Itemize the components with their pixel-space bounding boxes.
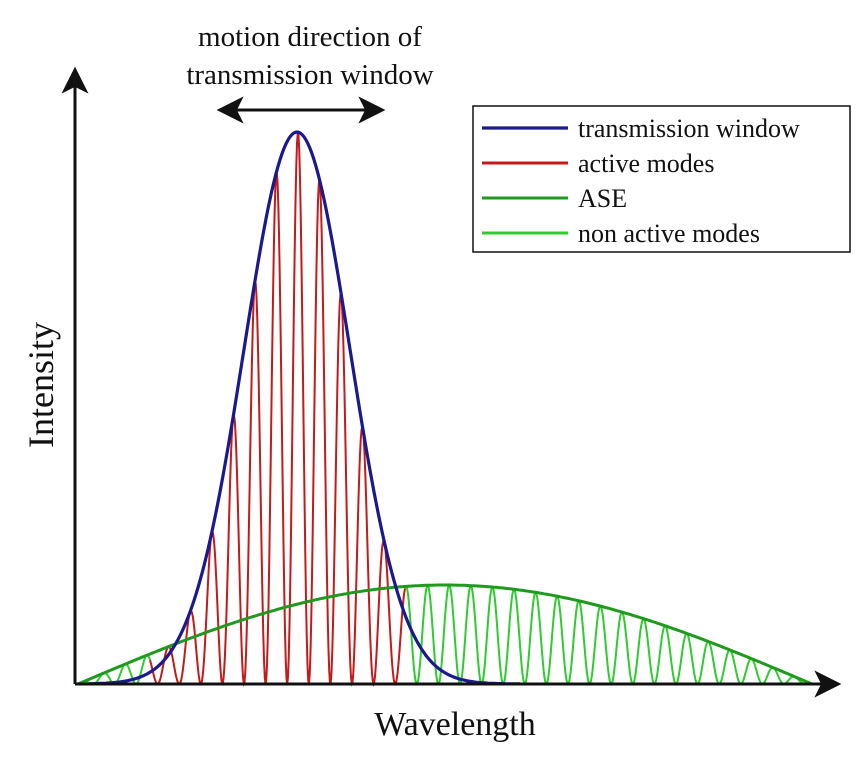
ase-curve: [77, 583, 813, 686]
legend-label-3: non active modes: [578, 219, 760, 248]
x-axis-label: Wavelength: [374, 706, 536, 743]
legend: transmission window active modes ASE non ac…: [472, 105, 851, 253]
annotation-line-2: transmission window: [186, 59, 433, 91]
legend-label-2: ASE: [578, 184, 627, 213]
legend-label-1: active modes: [578, 149, 714, 178]
annotation-line-1: motion direction of: [198, 21, 422, 53]
non-active-modes-right: [404, 583, 812, 686]
legend-frame: [472, 105, 851, 253]
y-axis-label: Intensity: [21, 322, 61, 448]
active-modes: [149, 132, 406, 688]
transmission-window-curve: [90, 130, 520, 686]
legend-label-0: transmission window: [578, 114, 800, 143]
